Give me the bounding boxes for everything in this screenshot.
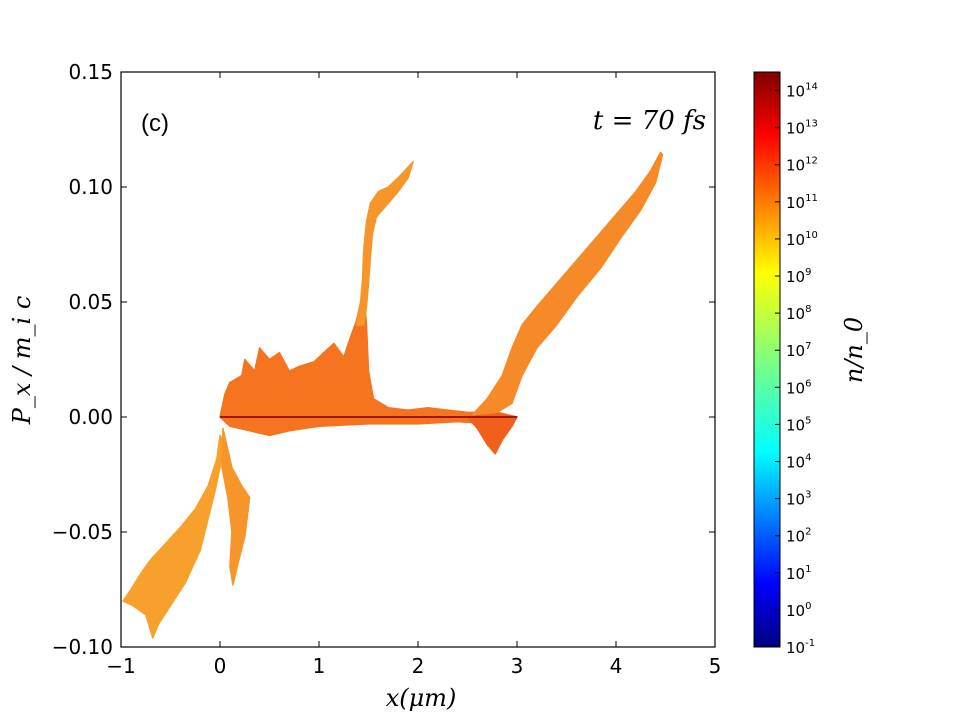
y-tick-label: 0.00 — [68, 405, 113, 429]
colorbar-gradient — [753, 71, 781, 648]
y-tick-label: 0.15 — [68, 60, 113, 84]
colorbar-tick-label: 109 — [786, 267, 811, 286]
x-tick-label: 2 — [412, 654, 425, 678]
colorbar-tick-label: 103 — [786, 490, 811, 509]
colorbar: 10-1 100 101 102 103 104 105 106 107 108 109 1010 10… — [753, 71, 868, 657]
panel-label: (c) — [141, 110, 169, 137]
colorbar-tick-label: 1012 — [786, 156, 818, 175]
colorbar-tick-label: 1013 — [786, 119, 818, 138]
x-tick-label: 4 — [610, 654, 623, 678]
y-tick-label: −0.05 — [52, 520, 113, 544]
time-annotation: t = 70 fs — [593, 106, 706, 136]
colorbar-tick-label: 104 — [786, 453, 811, 472]
colorbar-tick-label: 100 — [786, 601, 811, 620]
x-tick-label: 5 — [709, 654, 722, 678]
x-tick-label: 1 — [313, 654, 326, 678]
colorbar-tick-label: 106 — [786, 378, 811, 397]
lower-turbulent-layer — [466, 411, 518, 455]
right-ramp — [471, 151, 664, 416]
y-ticks: −0.10 −0.05 0.00 0.05 0.10 0.15 — [52, 60, 715, 659]
colorbar-tick-label: 1014 — [786, 82, 818, 101]
data-layer — [122, 151, 664, 639]
colorbar-tick-label: 108 — [786, 304, 811, 323]
colorbar-tick-label: 1011 — [786, 193, 818, 212]
colorbar-tick-label: 107 — [786, 341, 811, 360]
x-axis-title: x(μm) — [386, 684, 457, 712]
x-ticks: −1 0 1 2 3 4 5 — [106, 72, 721, 678]
plot-area: −1 0 1 2 3 4 5 −0.10 −0.05 0.00 0.05 0.10 0.15 — [52, 60, 722, 678]
colorbar-tick-label: 1010 — [786, 230, 818, 249]
plot-background — [121, 72, 715, 647]
x-tick-label: −1 — [106, 654, 135, 678]
y-tick-label: 0.10 — [68, 175, 113, 199]
upper-jet — [355, 160, 414, 326]
y-tick-label: 0.05 — [68, 290, 113, 314]
y-tick-label: −0.10 — [52, 635, 113, 659]
colorbar-ticks: 10-1 100 101 102 103 104 105 106 107 108 109 1010 10… — [775, 82, 818, 657]
colorbar-tick-label: 10-1 — [786, 638, 815, 657]
colorbar-tick-label: 105 — [786, 415, 811, 434]
left-spike — [221, 427, 251, 586]
upper-turbulent-layer — [219, 289, 518, 437]
colorbar-tick-label: 102 — [786, 527, 811, 546]
x-tick-label: 0 — [214, 654, 227, 678]
colorbar-title: n/n_0 — [840, 317, 868, 383]
colorbar-tick-label: 101 — [786, 564, 811, 583]
x-tick-label: 3 — [511, 654, 524, 678]
y-axis-title: P_x / m_i c — [8, 296, 36, 426]
